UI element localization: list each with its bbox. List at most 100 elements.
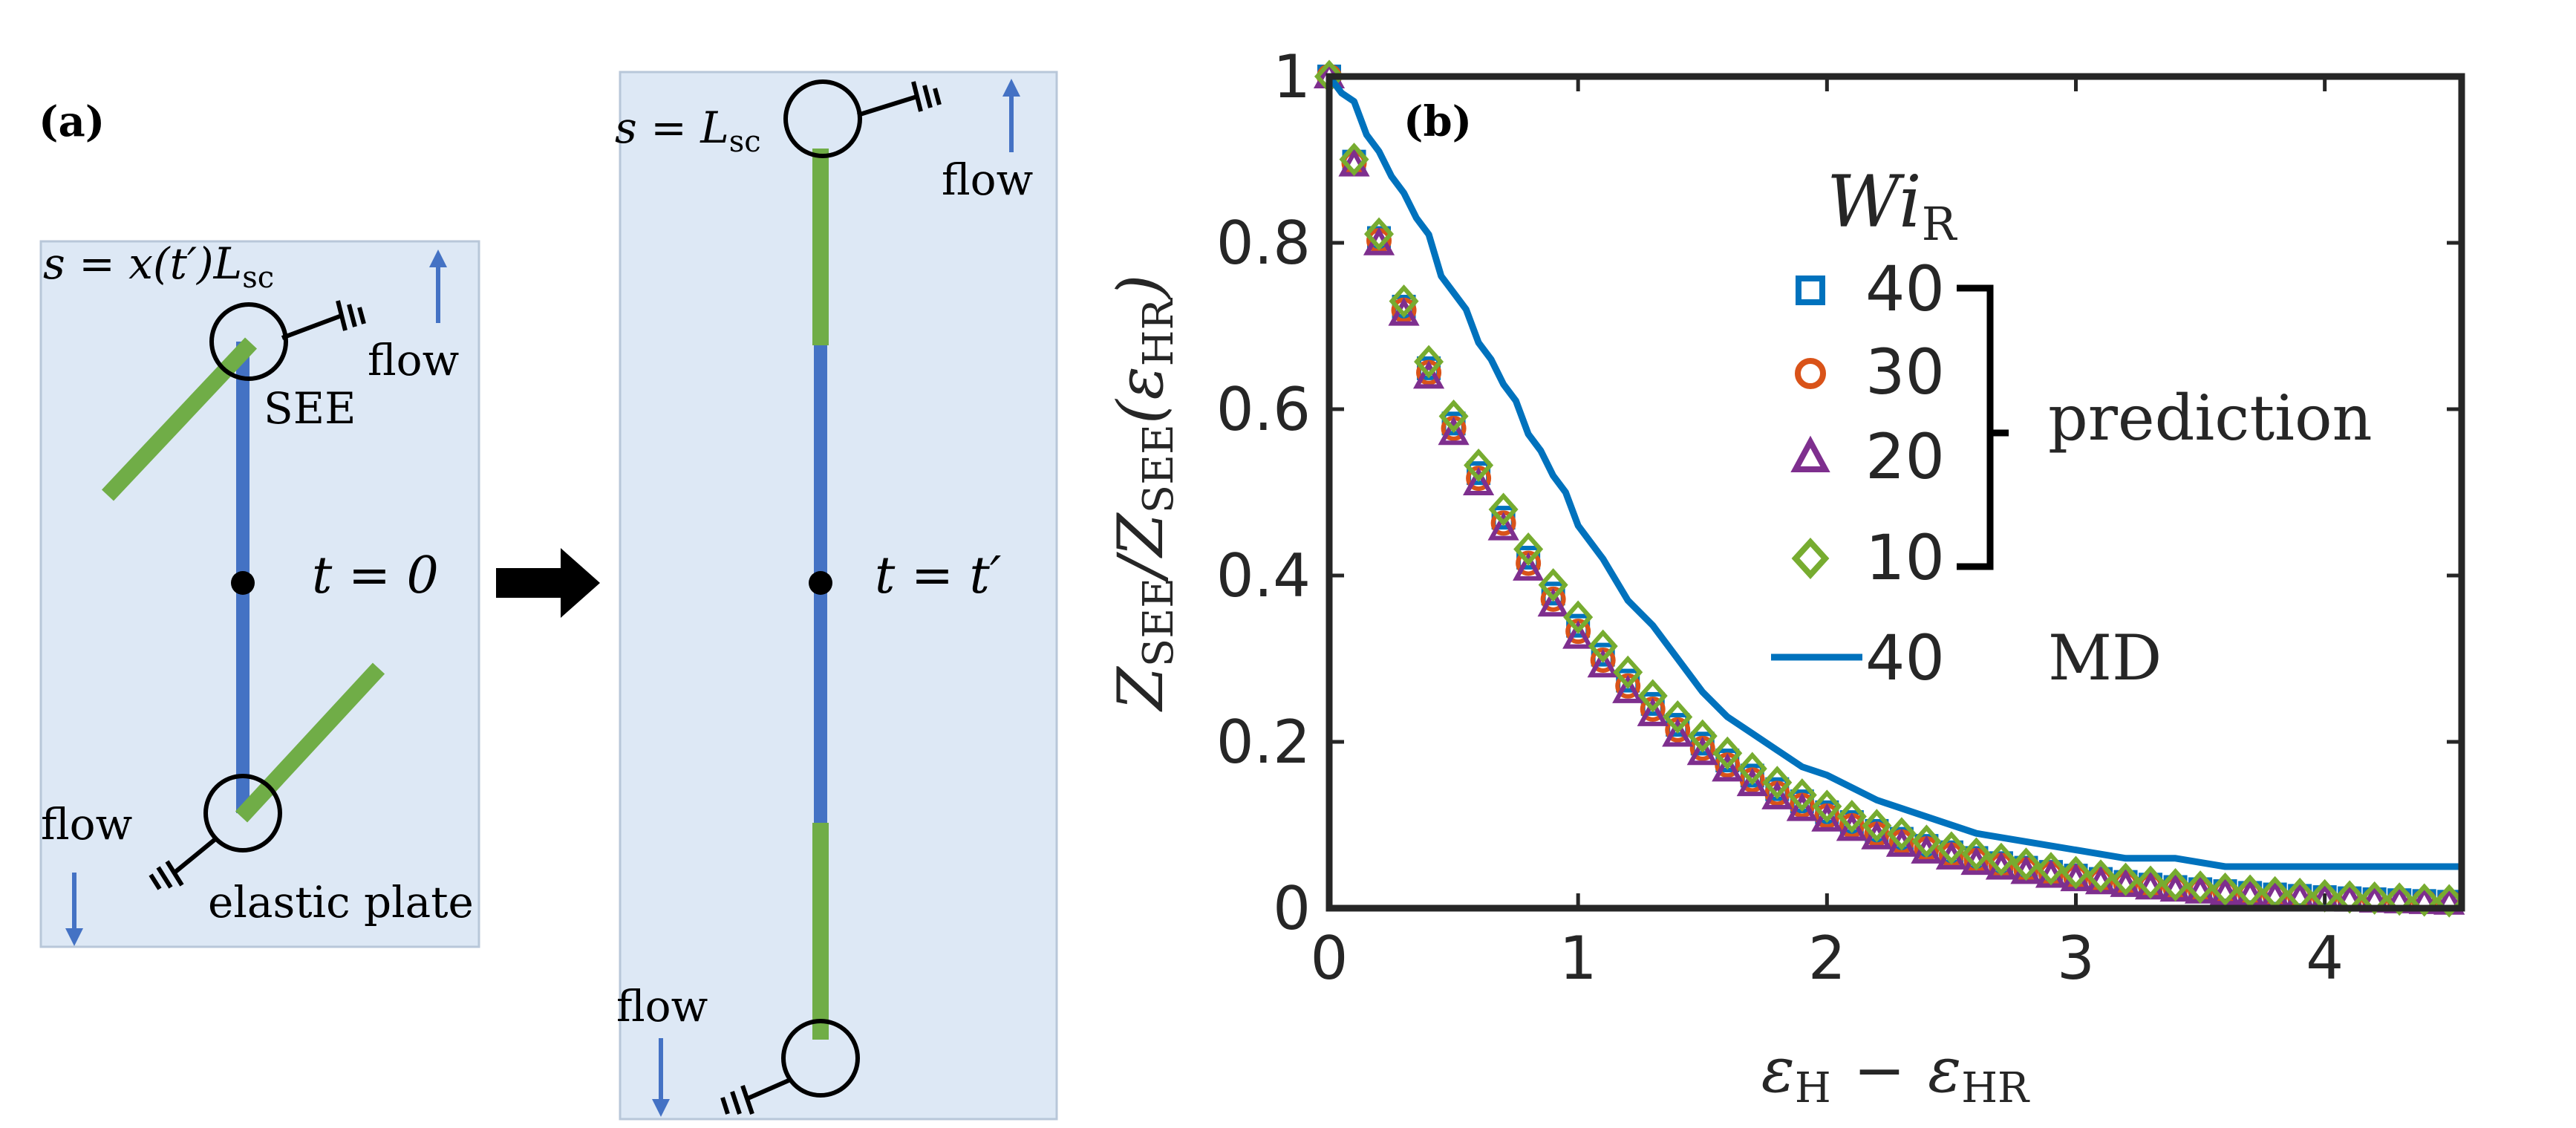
data-point [1961,837,1992,871]
legend-entry-20: 20 [1865,420,1945,493]
plot-frame [1326,73,2465,912]
x-tick-label: 0 [1311,924,1349,993]
data-point [1412,360,1445,389]
x-tick-label: 1 [1559,924,1597,993]
data-point [2110,862,2141,896]
data-point [1812,789,1842,824]
data-point [1562,620,1594,649]
data-point [1388,297,1420,326]
data-point [1787,778,1817,812]
data-point [1687,719,1718,753]
data-point [1612,674,1644,703]
y-tick-label: 0.8 [1216,209,1311,278]
data-point [1389,284,1419,319]
y-tick-label: 1 [1273,42,1311,111]
data-point [2210,872,2240,906]
left-bottom-ground-icon [149,860,184,890]
left-see-ring [209,302,288,381]
legend-entry-40: 40 [1865,252,1945,325]
y-tick-label: 0.2 [1216,708,1311,777]
data-point [1663,700,1693,734]
data-point [1339,143,1369,177]
data-point [1537,588,1569,617]
panel-a-label: (a) [39,97,105,146]
left-center-dot [231,571,255,595]
legend-marker-square [1796,276,1825,305]
left-see-label: SEE [264,383,356,434]
data-point [2011,847,2041,881]
left-plate-ring [203,774,282,852]
data-point [1364,217,1395,251]
legend-marker-circle [1795,358,1826,389]
right-schematic: s = Lsc flow t = t′ flow [615,71,1058,1121]
right-see-ring [783,79,862,158]
prediction-bracket [1957,284,2009,570]
y-axis-label: ZSEE/ZSEE(εHR) [1104,275,1183,713]
data-point [1762,766,1793,800]
right-plate-tether-line [745,1078,790,1101]
legend: WiR 40 30 20 10 prediction 40 MD [1771,160,2373,694]
data-point [1538,568,1568,602]
data-point [1487,512,1519,541]
data-point [1862,809,1892,843]
left-position-label: s = x(t′)Lsc [43,238,274,295]
right-time-label: t = t′ [875,547,1002,605]
legend-entry-30: 30 [1865,336,1945,408]
data-point [1712,753,1744,782]
data-point [1936,831,1966,865]
left-green-chain-top [101,337,258,501]
data-point [1587,649,1619,678]
data-point [1761,780,1793,809]
data-point [1786,792,1818,821]
x-tick-label: 4 [2306,924,2344,993]
data-point [1861,821,1893,850]
data-point [1911,824,1942,858]
legend-md-entry: 40 [1865,622,1945,694]
legend-marker-triangle [1790,435,1830,472]
data-point [1438,399,1469,433]
data-point [2136,865,2166,899]
right-bottom-ground-icon [720,1085,754,1115]
data-point [2085,859,2116,893]
data-point [1414,345,1444,379]
panel-b-chart: (b) 0 1 2 3 400.20.40.60.81 ZSEE/ZSEE(εHR) ε… [1104,42,2465,1112]
legend-prediction-label: prediction [2048,382,2373,454]
right-flow-bottom-label: flow [616,981,708,1031]
y-tick-label: 0.6 [1216,375,1311,444]
prediction-series-10 [1314,59,2465,918]
data-point [1836,800,1867,834]
left-top-ground-icon [336,300,366,331]
data-point [1588,629,1618,663]
left-flow-top-label: flow [368,335,459,385]
left-plate-label: elastic plate [208,877,474,927]
left-schematic: s = x(t′)Lsc flow SEE t = 0 [39,238,480,948]
left-flow-bottom-label: flow [41,799,132,850]
legend-entry-10: 10 [1865,521,1945,594]
data-point [2434,884,2465,918]
tick-labels: 0 1 2 3 400.20.40.60.81 [1216,42,2344,993]
left-time-label: t = 0 [312,547,439,605]
left-panel-background [39,240,480,948]
right-flow-top-label: flow [942,154,1033,205]
y-tick-label: 0 [1273,874,1311,943]
data-point [1563,600,1594,634]
x-tick-label: 3 [2057,924,2095,993]
panel-b-label: (b) [1403,97,1472,146]
data-point [1463,466,1495,496]
data-point [2384,882,2415,916]
transition-arrow [496,548,600,618]
left-green-chain-bottom [235,662,385,823]
right-center-dot [809,571,832,595]
data-point [1736,767,1768,797]
data-point [2035,852,2066,886]
data-point [1686,737,1718,766]
data-point [2185,870,2216,904]
data-point [1637,679,1668,713]
data-point [1613,655,1643,689]
x-tick-label: 2 [1808,924,1846,993]
data-point [1637,697,1669,726]
left-plate-tether [173,837,217,875]
x-axis-label: εH − εHR [1761,1034,2030,1112]
legend-marker-diamond [1791,538,1830,579]
left-see-tether [281,313,343,340]
